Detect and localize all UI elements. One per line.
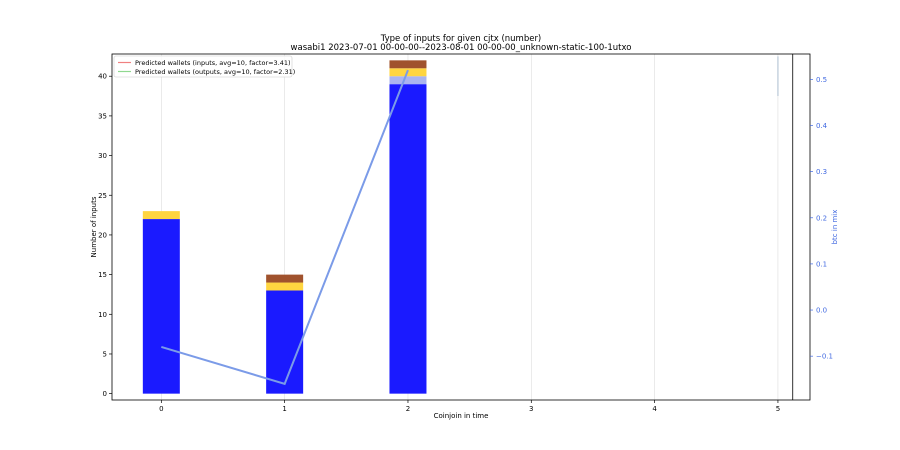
- y-tick-label-6: 30: [98, 152, 107, 160]
- y-tick-label-7: 35: [98, 112, 107, 120]
- bars: [142, 60, 427, 394]
- bar-segment-2-1: [389, 76, 427, 85]
- y-axis-label: Number of inputs: [90, 196, 98, 257]
- y-tick-label-3: 15: [98, 271, 107, 279]
- y-tick-label-1: 5: [103, 350, 107, 358]
- y-tick-label-8: 40: [98, 73, 107, 81]
- legend-entry-inputs: Predicted wallets (inputs, avg=10, facto…: [135, 59, 291, 67]
- bar-segment-1-0: [266, 290, 304, 394]
- bar-segment-2-3: [389, 60, 427, 69]
- legend-entry-outputs: Predicted wallets (outputs, avg=10, fact…: [135, 68, 295, 76]
- x-tick-label-3: 3: [529, 405, 533, 413]
- x-axis-label: Coinjoin in time: [434, 412, 489, 420]
- bar-segment-1-2: [266, 282, 304, 291]
- plot-frame: [111, 53, 811, 401]
- y2-axis-ticks: −0.1 0.0 0.1 0.2 0.3 0.4 0.5: [810, 76, 833, 361]
- bar-segment-1-3: [266, 274, 304, 283]
- btc-line: [161, 69, 409, 386]
- y2-tick-label-0: −0.1: [816, 353, 833, 361]
- legend: Predicted wallets (inputs, avg=10, facto…: [113, 55, 295, 78]
- y-tick-label-5: 25: [98, 192, 107, 200]
- y2-tick-label-1: 0.0: [816, 307, 827, 315]
- chart-title: Type of inputs for given cjtx (number): [380, 34, 542, 44]
- y2-tick-label-4: 0.3: [816, 168, 827, 176]
- x-tick-label-1: 1: [282, 405, 286, 413]
- y2-tick-label-2: 0.1: [816, 260, 827, 268]
- y2-tick-label-6: 0.5: [816, 76, 827, 84]
- y2-axis-label: btc in mix: [831, 210, 839, 245]
- grid: [161, 54, 779, 400]
- x-tick-label-0: 0: [159, 405, 163, 413]
- y-axis-ticks: 0 5 10 15 20 25 30 35 40: [98, 73, 112, 398]
- markers: [777, 54, 794, 400]
- x-tick-label-5: 5: [776, 405, 780, 413]
- y-tick-label-2: 10: [98, 311, 107, 319]
- chart-subtitle: wasabi1 2023-07-01 00-00-00--2023-08-01 …: [291, 43, 632, 53]
- bar-segment-0-0: [142, 219, 180, 394]
- y2-tick-label-3: 0.2: [816, 214, 827, 222]
- btc-series-line: [161, 69, 409, 386]
- y-tick-label-0: 0: [103, 390, 107, 398]
- x-tick-label-4: 4: [652, 405, 657, 413]
- y-tick-label-4: 20: [98, 231, 107, 239]
- x-tick-label-2: 2: [406, 405, 410, 413]
- bar-segment-0-2: [142, 211, 180, 220]
- y2-tick-label-5: 0.4: [816, 122, 828, 130]
- x-axis-ticks: 0 1 2 3 4 5: [159, 400, 780, 413]
- legend-box: [113, 55, 293, 78]
- bar-segment-2-0: [389, 84, 427, 394]
